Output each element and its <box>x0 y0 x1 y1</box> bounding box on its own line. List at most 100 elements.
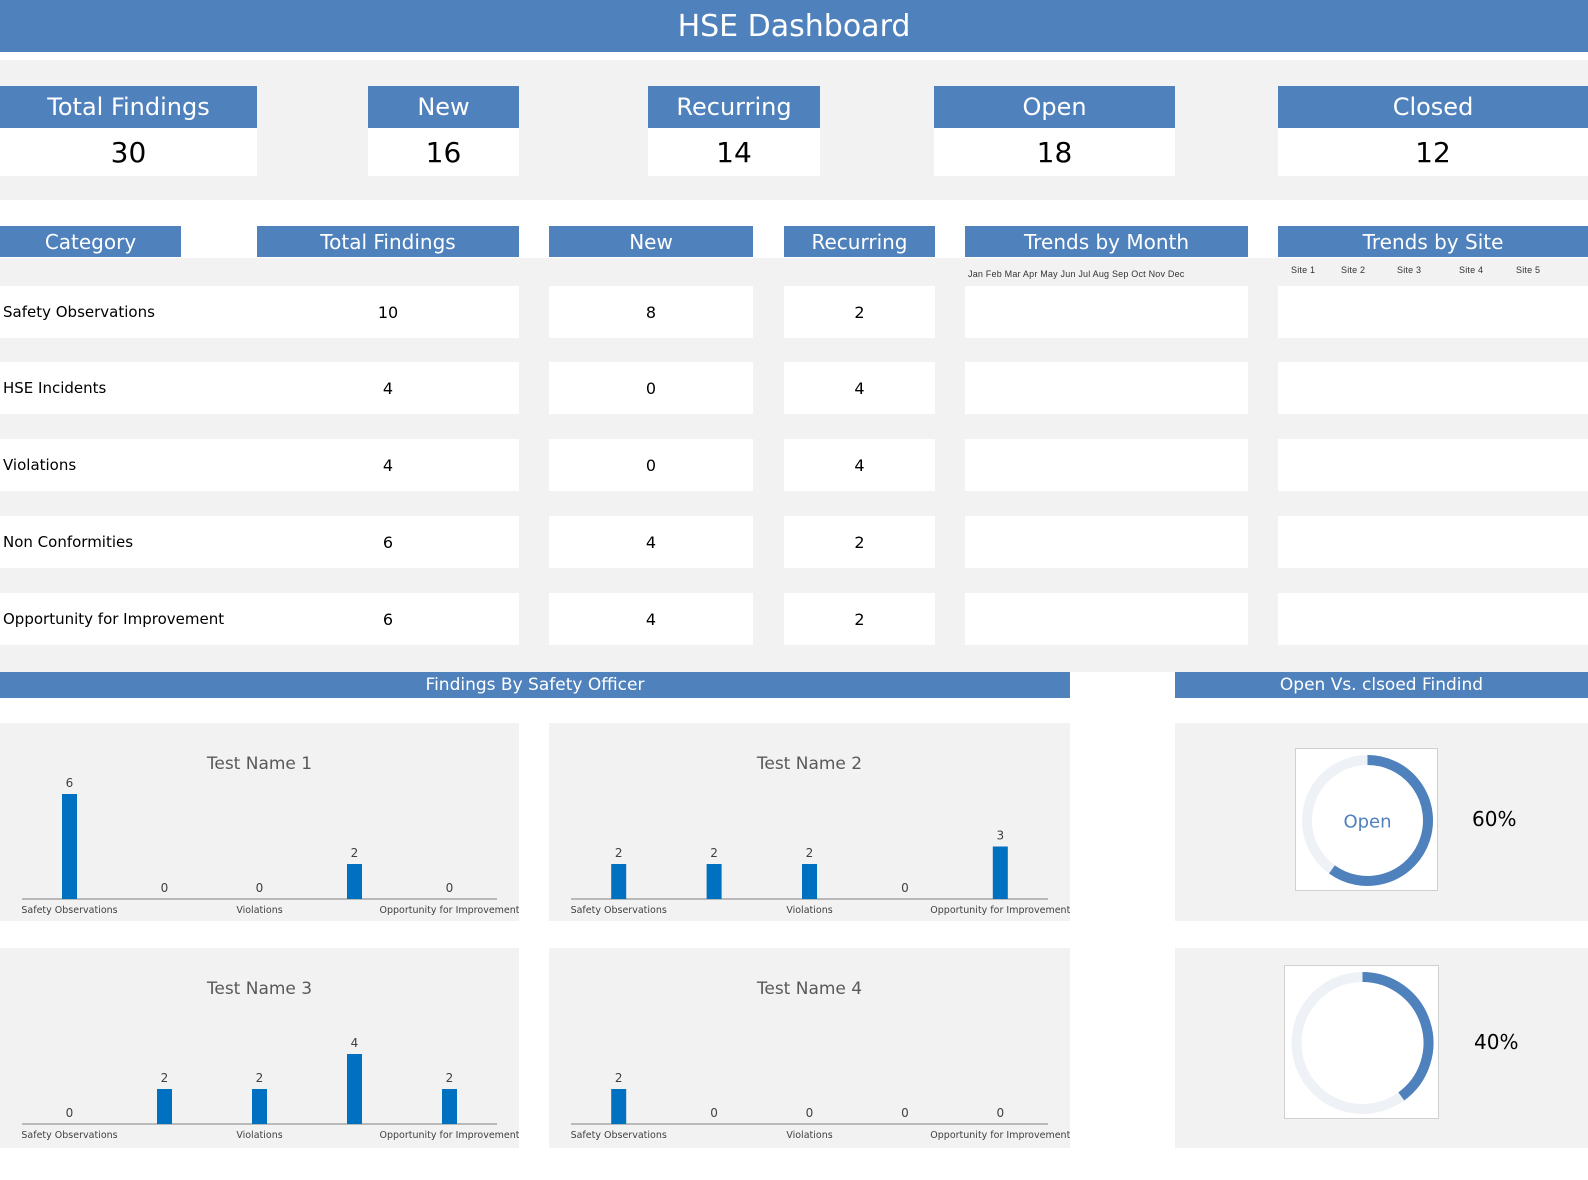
data-label: 2 <box>446 1071 454 1085</box>
kpi-open-value: 18 <box>934 128 1175 176</box>
x-tick-label: Opportunity for Improvement <box>930 1130 1070 1141</box>
closed-donut-panel: 40% <box>1175 948 1588 1148</box>
bar <box>157 1089 172 1124</box>
cell-trend-month <box>965 439 1248 491</box>
data-label: 3 <box>996 829 1004 843</box>
cell-trend-month <box>965 286 1248 338</box>
data-label: 0 <box>256 881 264 895</box>
col-header-trends-site: Trends by Site <box>1278 226 1588 257</box>
bar-chart-svg: Test Name 1 6 0 0 2 0 Safety Observations Viola… <box>21 754 519 916</box>
cell-trend-site <box>1278 593 1588 645</box>
data-label: 0 <box>161 881 169 895</box>
bar <box>62 794 77 899</box>
donut-arc <box>1329 755 1433 886</box>
officer-chart-2: Test Name 2 2 2 2 0 3 Safety Observations Viola… <box>549 723 1070 921</box>
data-label: 4 <box>351 1036 359 1050</box>
kpi-closed-label: Closed <box>1278 86 1588 128</box>
data-label: 2 <box>615 1071 623 1085</box>
site-axis-label-1: Site 1 <box>1291 265 1316 275</box>
chart-title: Test Name 1 <box>206 754 312 774</box>
bar <box>706 864 722 899</box>
open-donut-chart: Open <box>1302 755 1433 886</box>
kpi-closed-value: 12 <box>1278 128 1588 176</box>
cell-category: Violations <box>3 456 77 474</box>
data-label: 2 <box>806 846 814 860</box>
cell-recurring: 4 <box>784 439 935 491</box>
table-row <box>0 362 257 414</box>
table-row <box>0 439 257 491</box>
x-tick-label: Safety Observations <box>571 905 667 916</box>
data-label: 2 <box>161 1071 169 1085</box>
kpi-recurring-label: Recurring <box>648 86 820 128</box>
x-tick-label: Opportunity for Improvement <box>379 905 519 916</box>
bar-chart-svg: Test Name 3 0 2 2 4 2 Safety Observations Viola… <box>21 979 519 1141</box>
x-tick-label: Opportunity for Improvement <box>379 1130 519 1141</box>
cell-new: 0 <box>549 362 753 414</box>
kpi-new-label: New <box>368 86 519 128</box>
bar <box>442 1089 457 1124</box>
chart-title: Test Name 4 <box>756 979 862 999</box>
col-header-total: Total Findings <box>257 226 519 257</box>
month-axis-labels: Jan Feb Mar Apr May Jun Jul Aug Sep Oct … <box>968 269 1185 279</box>
data-label: 0 <box>806 1106 814 1120</box>
data-label: 0 <box>710 1106 718 1120</box>
open-closed-section-title: Open Vs. clsoed Findind <box>1175 672 1588 698</box>
data-label: 0 <box>446 881 454 895</box>
x-tick-label: Violations <box>236 905 282 916</box>
closed-donut-chart <box>1291 972 1434 1114</box>
data-label: 6 <box>66 776 74 790</box>
closed-donut-frame <box>1284 965 1439 1119</box>
bar <box>347 864 362 899</box>
cell-total: 6 <box>257 516 519 568</box>
x-tick-label: Safety Observations <box>571 1130 667 1141</box>
closed-percent-label: 40% <box>1474 1030 1519 1054</box>
table-row <box>0 286 257 338</box>
kpi-new-value: 16 <box>368 128 519 176</box>
cell-new: 0 <box>549 439 753 491</box>
data-label: 2 <box>256 1071 264 1085</box>
bar <box>347 1054 362 1124</box>
data-label: 0 <box>66 1106 74 1120</box>
bar-chart-svg: Test Name 2 2 2 2 0 3 Safety Observations Viola… <box>571 754 1070 916</box>
x-tick-label: Opportunity for Improvement <box>930 905 1070 916</box>
cell-category: Safety Observations <box>3 303 155 321</box>
cell-recurring: 2 <box>784 286 935 338</box>
cell-trend-month <box>965 593 1248 645</box>
data-label: 0 <box>901 881 909 895</box>
open-donut-frame: Open <box>1295 748 1438 891</box>
cell-category: HSE Incidents <box>3 379 107 397</box>
cell-total: 10 <box>257 286 519 338</box>
x-tick-label: Safety Observations <box>21 1130 117 1141</box>
data-label: 0 <box>996 1106 1004 1120</box>
cell-trend-site <box>1278 362 1588 414</box>
col-header-category: Category <box>0 226 181 257</box>
officer-section-title: Findings By Safety Officer <box>0 672 1070 698</box>
x-tick-label: Safety Observations <box>21 905 117 916</box>
site-axis-label-2: Site 2 <box>1341 265 1366 275</box>
table-row <box>0 593 257 645</box>
site-axis-label-3: Site 3 <box>1397 265 1422 275</box>
x-tick-label: Violations <box>786 905 832 916</box>
data-label: 0 <box>901 1106 909 1120</box>
open-percent-label: 60% <box>1472 807 1517 831</box>
cell-trend-site <box>1278 286 1588 338</box>
col-header-recurring: Recurring <box>784 226 935 257</box>
cell-category: Opportunity for Improvement <box>3 610 225 628</box>
chart-title: Test Name 2 <box>756 754 862 774</box>
officer-chart-1: Test Name 1 6 0 0 2 0 Safety Observations Viola… <box>0 723 519 921</box>
bar <box>992 846 1008 899</box>
col-header-new: New <box>549 226 753 257</box>
cell-trend-site <box>1278 516 1588 568</box>
open-donut-panel: Open 60% <box>1175 723 1588 921</box>
bar <box>252 1089 267 1124</box>
col-header-trends-month: Trends by Month <box>965 226 1248 257</box>
donut-center-label: Open <box>1343 812 1391 833</box>
cell-total: 6 <box>257 593 519 645</box>
cell-total: 4 <box>257 439 519 491</box>
data-label: 2 <box>710 846 718 860</box>
cell-recurring: 2 <box>784 516 935 568</box>
x-tick-label: Violations <box>236 1130 282 1141</box>
cell-recurring: 4 <box>784 362 935 414</box>
officer-chart-3: Test Name 3 0 2 2 4 2 Safety Observations Viola… <box>0 948 519 1148</box>
data-label: 2 <box>615 846 623 860</box>
